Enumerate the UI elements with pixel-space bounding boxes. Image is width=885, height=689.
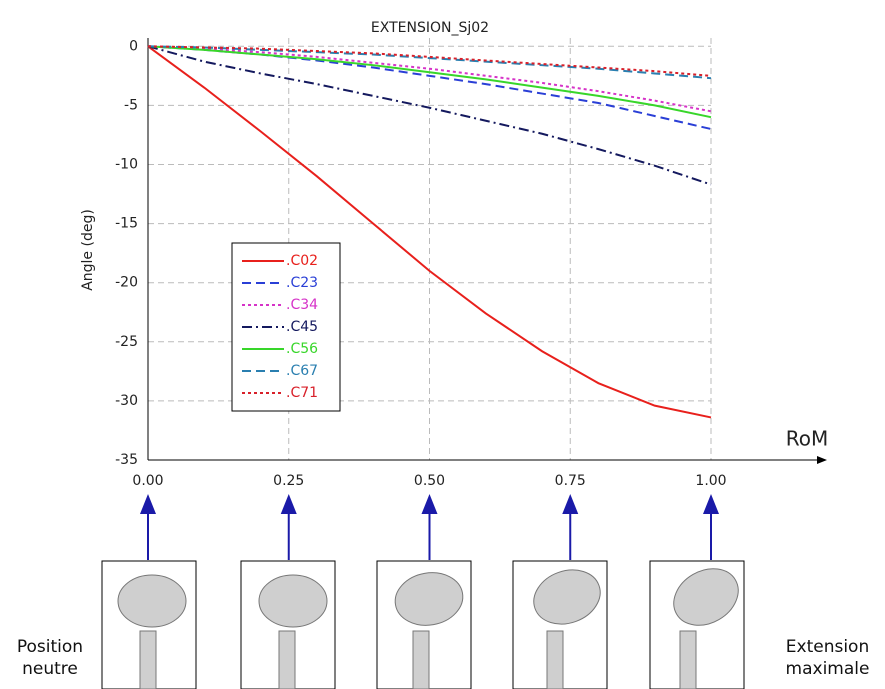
legend-label: .C56	[286, 341, 318, 357]
x-tick-label: 0.50	[414, 473, 445, 489]
y-tick-label: -5	[124, 97, 138, 113]
y-tick-label: -10	[115, 156, 138, 172]
legend-label: .C71	[286, 385, 318, 401]
legend-label: .C23	[286, 275, 318, 291]
series-line	[147, 45, 712, 419]
x-axis-label: RoM	[786, 427, 829, 451]
series-line	[147, 45, 712, 119]
legend-label: .C34	[286, 297, 318, 313]
y-tick-label: -15	[115, 216, 138, 232]
series-line	[147, 45, 712, 186]
y-tick-label: -30	[115, 393, 138, 409]
y-tick-label: -35	[115, 452, 138, 468]
x-tick-label: 0.75	[555, 473, 586, 489]
series-line	[147, 45, 712, 77]
y-tick-label: 0	[129, 38, 138, 54]
annotation: Extension maximale	[785, 637, 870, 679]
y-axis-label: Angle (deg)	[80, 209, 96, 291]
y-tick-label: -25	[115, 334, 138, 350]
legend-label: .C02	[286, 253, 318, 269]
series-line	[147, 45, 712, 130]
chart-title: EXTENSION_Sj02	[371, 20, 489, 36]
x-tick-label: 0.00	[132, 473, 163, 489]
series-line	[147, 45, 712, 80]
x-tick-label: 0.25	[273, 473, 304, 489]
legend-label: .C67	[286, 363, 318, 379]
series-line	[147, 45, 712, 113]
x-tick-label: 1.00	[695, 473, 726, 489]
legend-label: .C45	[286, 319, 318, 335]
y-tick-label: -20	[115, 275, 138, 291]
skull-images	[101, 560, 745, 689]
annotation: Position neutre	[16, 637, 84, 679]
